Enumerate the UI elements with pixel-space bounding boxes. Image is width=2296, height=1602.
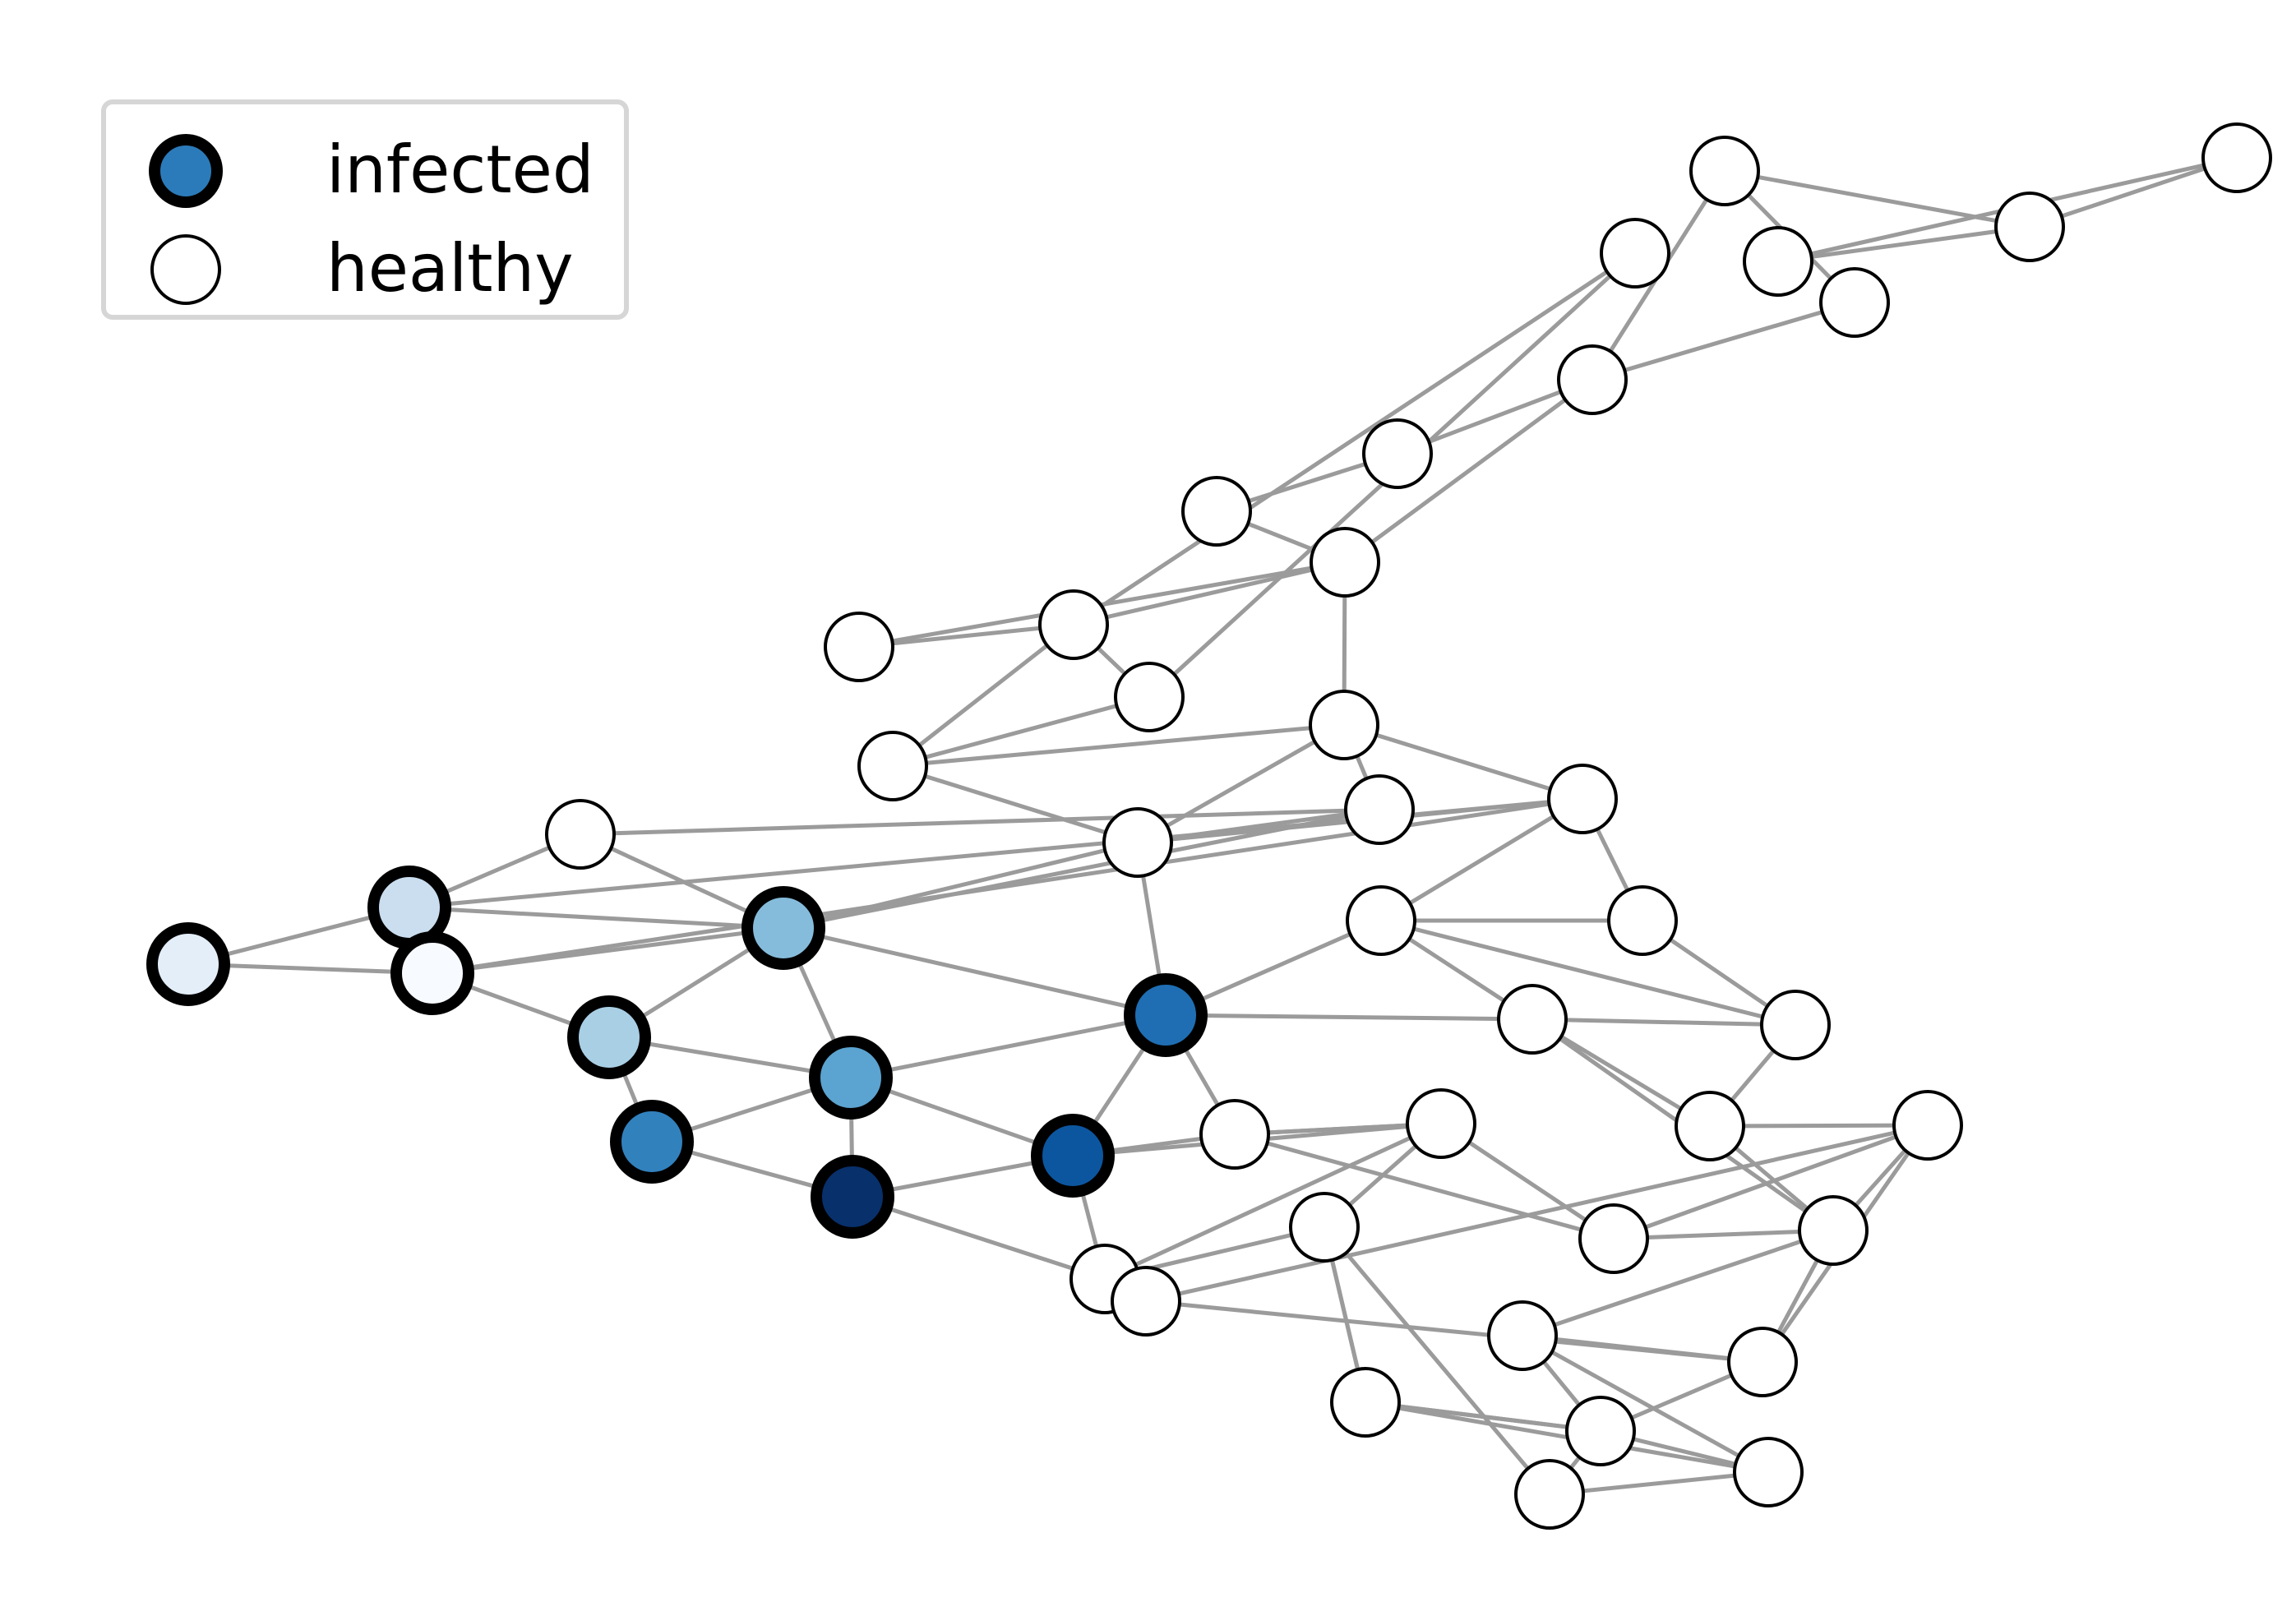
node-infected-n25 — [610, 1100, 694, 1184]
node-healthy-n5 — [1557, 344, 1628, 415]
edge-n10-n12 — [891, 623, 1075, 768]
edge-n13-n16 — [1136, 723, 1346, 845]
node-healthy-n29 — [1199, 1099, 1270, 1170]
node-healthy-n8 — [824, 612, 894, 682]
node-healthy-n30 — [1346, 885, 1416, 956]
legend-entry-infected: infected — [106, 119, 624, 218]
edge-n12-n16 — [892, 764, 1139, 845]
node-infected-n26 — [811, 1155, 894, 1239]
node-infected-n23 — [567, 995, 651, 1079]
node-healthy-n4 — [1743, 226, 1813, 297]
node-healthy-n47 — [1733, 1437, 1804, 1507]
edge-n46-n47 — [1549, 1470, 1769, 1497]
edge-n39-n37 — [1709, 1123, 1929, 1129]
node-healthy-n43 — [1487, 1300, 1558, 1371]
edge-n10-n14 — [1072, 251, 1637, 627]
edge-n26-n33 — [852, 1194, 1106, 1281]
edge-n36-n46 — [1323, 1226, 1551, 1496]
node-healthy-n37 — [1675, 1091, 1745, 1161]
edge-n12-n13 — [892, 723, 1345, 769]
node-healthy-n38 — [1578, 1203, 1649, 1274]
node-healthy-n0 — [2201, 122, 2272, 193]
edge-n1-n2 — [1724, 169, 2030, 229]
legend: infected healthy — [101, 99, 629, 320]
node-healthy-n31 — [1406, 1088, 1476, 1159]
edge-n24-n27 — [850, 1013, 1166, 1080]
legend-entry-healthy: healthy — [106, 218, 624, 316]
edge-n30-n35 — [1380, 918, 1796, 1027]
edge-n11-n12 — [892, 695, 1150, 769]
edges-layer — [187, 155, 2238, 1497]
node-healthy-n17 — [1547, 764, 1618, 834]
edge-n43-n47 — [1521, 1333, 1770, 1475]
edge-n41-n42 — [1145, 1299, 1763, 1364]
node-healthy-n2 — [1689, 136, 1760, 206]
healthy-marker-icon — [150, 234, 221, 305]
node-healthy-n15 — [1344, 774, 1415, 845]
edge-n29-n38 — [1234, 1132, 1615, 1241]
node-infected-n22 — [741, 886, 825, 970]
edge-n22-n27 — [783, 926, 1166, 1018]
edge-n27-n34 — [1165, 1013, 1533, 1022]
node-healthy-n36 — [1289, 1192, 1360, 1263]
node-healthy-n11 — [1114, 662, 1185, 732]
node-healthy-n35 — [1760, 990, 1831, 1060]
edge-n3-n5 — [1591, 300, 1855, 382]
legend-label-healthy: healthy — [326, 230, 574, 307]
node-healthy-n6 — [1362, 418, 1433, 489]
edge-n5-n9 — [1343, 377, 1594, 565]
node-healthy-n7 — [1181, 476, 1252, 547]
edge-n33-n31 — [1103, 1121, 1443, 1281]
node-healthy-n1 — [1994, 192, 2065, 262]
edge-n0-n1 — [2029, 155, 2238, 229]
edge-n8-n10 — [858, 622, 1074, 649]
nodes-layer — [146, 122, 2272, 1530]
edge-n38-n39 — [1613, 1123, 1929, 1241]
legend-label-infected: infected — [326, 132, 594, 208]
edge-n38-n40 — [1613, 1228, 1834, 1241]
node-healthy-n41 — [1111, 1266, 1181, 1337]
node-healthy-n32 — [1607, 885, 1678, 956]
node-healthy-n10 — [1038, 589, 1109, 660]
node-infected-n27 — [1124, 973, 1208, 1057]
edge-n13-n17 — [1343, 723, 1583, 801]
node-healthy-n18 — [545, 799, 616, 870]
edge-n17-n30 — [1379, 796, 1584, 923]
edge-n16-n22 — [783, 840, 1139, 930]
node-healthy-n9 — [1310, 527, 1380, 598]
node-infected-n21 — [390, 931, 474, 1015]
node-healthy-n14 — [1600, 218, 1670, 289]
edge-n1-n4 — [1777, 224, 2030, 264]
node-healthy-n39 — [1892, 1090, 1963, 1161]
node-healthy-n45 — [1565, 1396, 1636, 1466]
node-healthy-n44 — [1330, 1367, 1401, 1438]
infected-marker-icon — [149, 134, 223, 208]
node-healthy-n13 — [1309, 690, 1379, 760]
node-infected-n24 — [809, 1036, 893, 1120]
edge-n40-n43 — [1522, 1228, 1834, 1338]
node-healthy-n34 — [1497, 984, 1568, 1055]
edge-n9-n10 — [1073, 560, 1346, 627]
node-infected-n20 — [146, 922, 230, 1006]
node-healthy-n42 — [1727, 1327, 1798, 1397]
edge-n39-n41 — [1145, 1123, 1929, 1304]
node-healthy-n12 — [857, 731, 928, 801]
edge-n34-n35 — [1531, 1017, 1796, 1027]
node-healthy-n16 — [1102, 807, 1173, 878]
edge-n19-n22 — [409, 905, 784, 930]
node-healthy-n40 — [1798, 1195, 1869, 1266]
node-infected-n28 — [1031, 1114, 1115, 1198]
edge-n21-n22 — [432, 926, 784, 976]
edge-n15-n18 — [580, 807, 1380, 837]
node-healthy-n3 — [1819, 267, 1890, 338]
node-healthy-n46 — [1514, 1459, 1585, 1530]
